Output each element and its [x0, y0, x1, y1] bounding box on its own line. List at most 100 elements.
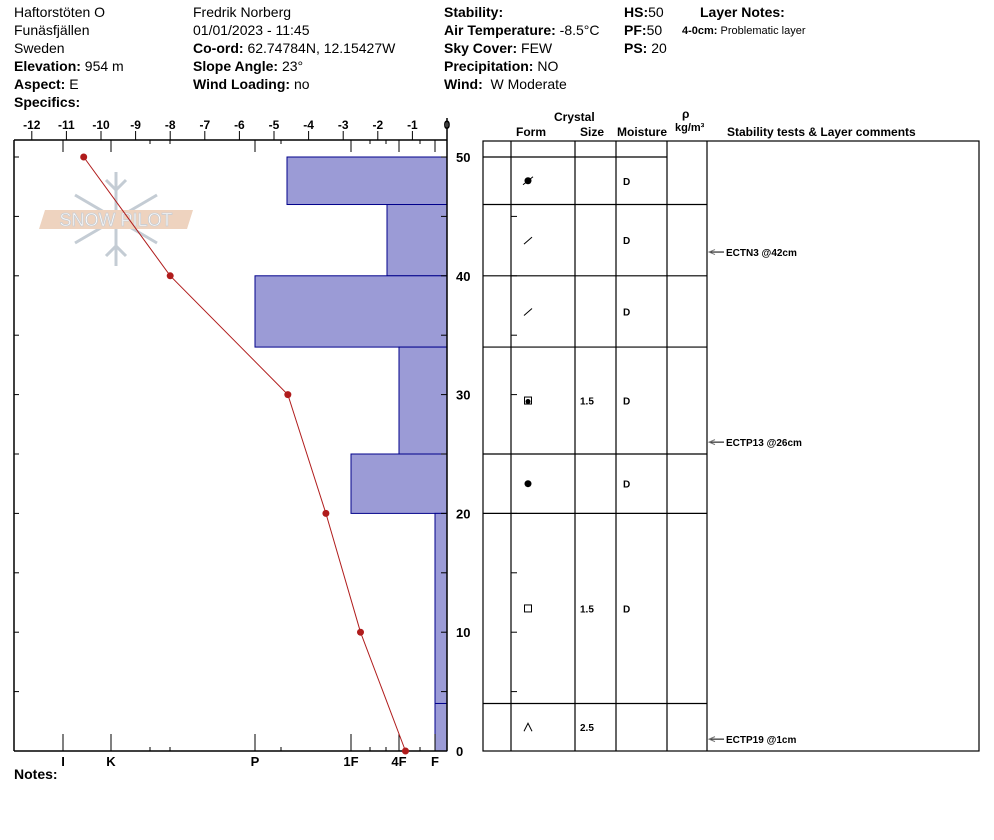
crystal-size: 2.5	[580, 723, 594, 734]
hardness-bar	[398, 346, 448, 455]
elevation-label: Elevation:	[14, 58, 81, 74]
sky-cover: Sky Cover: FEW	[444, 39, 552, 57]
temp-tick-label: -9	[130, 118, 141, 132]
temp-tick-label: -10	[92, 118, 110, 132]
depth-tick-label: 30	[456, 388, 470, 403]
temperature-point	[401, 747, 409, 755]
hs-value: 50	[648, 4, 664, 20]
temp-tick-label: -8	[165, 118, 176, 132]
moisture: D	[623, 397, 630, 408]
air-temp-label: Air Temperature:	[444, 22, 556, 38]
hardness-label: P	[251, 754, 260, 769]
stability-test-label: ECTP19 @1cm	[726, 735, 796, 746]
layer-table-frame	[482, 140, 980, 752]
moisture: D	[623, 307, 630, 318]
moisture: D	[623, 604, 630, 615]
pf-label: PF:	[624, 22, 647, 38]
elevation: Elevation: 954 m	[14, 57, 124, 75]
temperature-point	[284, 391, 292, 399]
hardness-label: F	[431, 754, 439, 769]
hardness-bar	[434, 702, 448, 752]
rounded-faceted-icon-dot	[525, 399, 531, 405]
slope-label: Slope Angle:	[193, 58, 279, 74]
area-name: Funäsfjällen	[14, 22, 90, 38]
stability-label: Stability:	[444, 4, 504, 20]
hardness-bar	[286, 156, 448, 206]
wind-label: Wind:	[444, 76, 483, 92]
depth-tick-label: 40	[456, 269, 470, 284]
hs-label: HS:	[624, 4, 649, 20]
datetime: 01/01/2023 - 11:45	[193, 22, 310, 38]
hardness-bar	[350, 453, 448, 514]
temperature-point	[357, 628, 364, 636]
temp-tick-label: -2	[372, 118, 383, 132]
temperature-point	[166, 272, 174, 280]
coord-label: Co-ord:	[193, 40, 244, 56]
arrow-head-icon	[707, 249, 716, 256]
slope-value: 23°	[281, 58, 304, 74]
stability-test-label: ECTP13 @26cm	[726, 438, 802, 449]
specifics-label: Specifics:	[14, 94, 81, 110]
wind-loading-label: Wind Loading:	[193, 76, 291, 92]
arrow-head-icon	[707, 736, 716, 743]
rounded-grains-icon	[524, 480, 532, 488]
depth-tick-label: 0	[456, 744, 463, 759]
pf-value: 50	[646, 22, 663, 38]
temp-tick-label: -4	[303, 118, 314, 132]
crystal-size: 1.5	[580, 397, 594, 408]
melt-freeze-crust-icon-slash	[522, 176, 534, 186]
decomposing-fragments-icon	[523, 236, 533, 245]
temp-tick-label: -7	[199, 118, 210, 132]
moisture: D	[623, 177, 630, 188]
precipitation: Precipitation: NO	[444, 57, 558, 75]
wind-value: W Moderate	[490, 76, 567, 92]
air-temperature: Air Temperature: -8.5°C	[444, 21, 600, 39]
temp-tick-label: -6	[234, 118, 245, 132]
temp-tick-label: -5	[269, 118, 280, 132]
aspect-value: E	[69, 76, 79, 92]
temperature-line	[83, 156, 406, 752]
decomposing-fragments-icon	[523, 308, 533, 316]
wind-loading: Wind Loading: no	[193, 75, 310, 93]
moisture-header: Moisture	[617, 125, 668, 139]
precip-value: NO	[537, 58, 559, 74]
hardness-bar	[254, 275, 448, 348]
density-unit-header: kg/m³	[675, 122, 705, 134]
hardness-bar	[386, 204, 448, 277]
comments-header: Stability tests & Layer comments	[727, 125, 916, 139]
ps: PS: 20	[624, 39, 667, 57]
wind: Wind: W Moderate	[444, 75, 567, 93]
sky-value: FEW	[521, 40, 553, 56]
coord-value: 62.74784N, 12.15427W	[247, 40, 396, 56]
layer-note-text: Problematic layer	[720, 25, 806, 37]
temp-tick-label: -11	[58, 118, 75, 132]
aspect: Aspect: E	[14, 75, 79, 93]
temp-tick-label: 0	[444, 118, 451, 132]
pf: PF:50	[624, 21, 662, 39]
country: Sweden	[14, 40, 65, 56]
ps-label: PS:	[624, 40, 648, 56]
temperature-point	[80, 153, 88, 161]
temperature-point	[322, 509, 330, 517]
aspect-label: Aspect:	[14, 76, 66, 92]
hardness-label: I	[61, 754, 65, 769]
sky-label: Sky Cover:	[444, 40, 518, 56]
temp-tick-label: -3	[338, 118, 349, 132]
temp-tick-label: -1	[407, 118, 418, 132]
ps-value: 20	[651, 40, 667, 56]
notes-label: Notes:	[14, 766, 58, 782]
density-rho-header: ρ	[682, 107, 690, 121]
hardness-label: K	[106, 754, 116, 769]
layer-note-range: 4-0cm:	[682, 25, 718, 37]
layer-notes-label: Layer Notes:	[700, 4, 785, 20]
elevation-value: 954 m	[84, 58, 124, 74]
depth-hoar-icon	[523, 722, 533, 732]
hardness-label: 1F	[343, 754, 358, 769]
depth-tick-label: 10	[456, 625, 470, 640]
slope-angle: Slope Angle: 23°	[193, 57, 303, 75]
site-name: Haftorstöten O	[14, 4, 106, 20]
depth-tick-label: 50	[456, 150, 470, 165]
hardness-bar	[434, 512, 448, 704]
arrow-head-icon	[707, 439, 716, 446]
